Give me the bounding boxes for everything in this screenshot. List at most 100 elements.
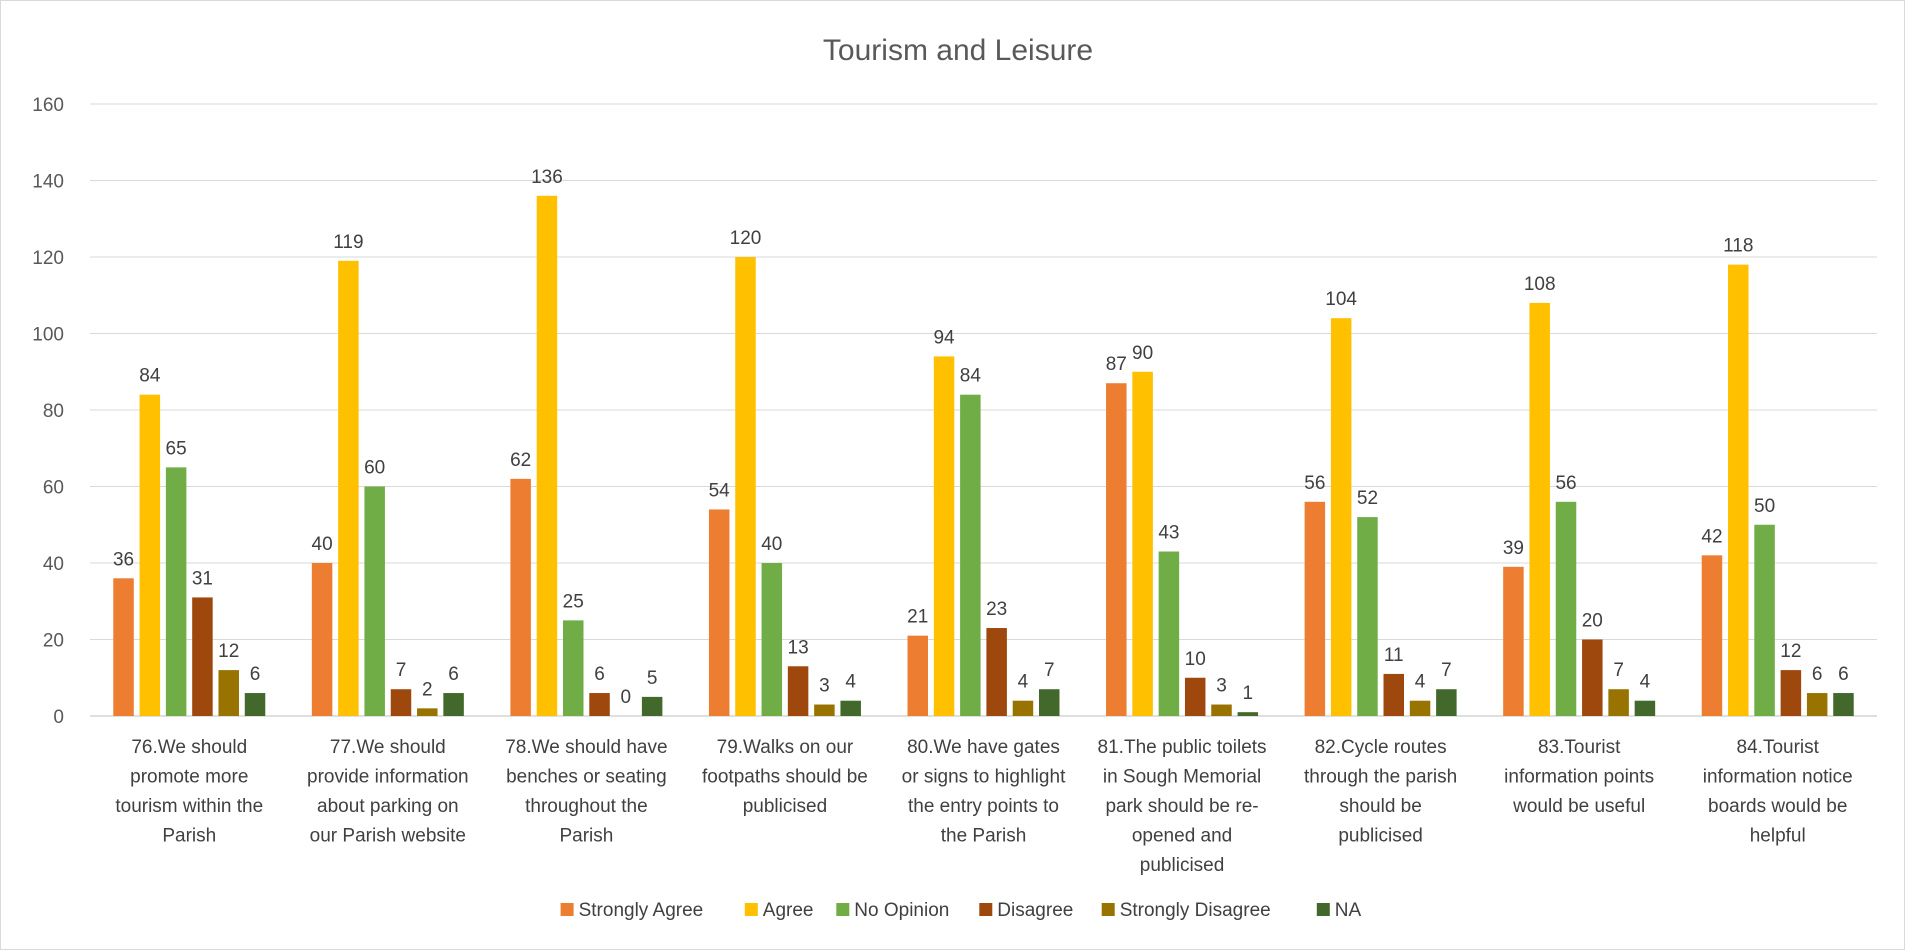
bar [1304, 501, 1326, 716]
data-label: 3 [819, 676, 830, 697]
data-label: 52 [1357, 488, 1378, 509]
legend-item: No Opinion [836, 900, 949, 921]
data-label: 108 [1524, 274, 1556, 295]
y-tick-label: 80 [43, 401, 64, 422]
bar [1780, 670, 1802, 716]
data-label: 7 [1044, 660, 1055, 681]
bar [244, 693, 266, 716]
bar [165, 467, 187, 716]
data-label: 4 [1415, 672, 1426, 693]
data-label: 120 [730, 228, 762, 249]
bar [113, 578, 134, 716]
y-tick-label: 0 [53, 707, 64, 728]
bar [192, 597, 213, 716]
bar [364, 486, 385, 716]
data-label: 50 [1754, 496, 1775, 517]
data-label: 56 [1555, 473, 1576, 494]
bar [1106, 383, 1127, 716]
bar [1184, 677, 1206, 716]
data-label: 119 [333, 232, 363, 253]
bar [907, 635, 928, 716]
data-label: 6 [594, 664, 605, 685]
bar [311, 563, 333, 716]
data-label: 40 [761, 534, 782, 555]
data-label: 104 [1325, 289, 1357, 310]
data-label: 43 [1158, 523, 1179, 544]
data-label: 54 [709, 480, 731, 501]
legend-label: Strongly Disagree [1120, 900, 1271, 921]
data-label: 118 [1723, 236, 1753, 257]
data-label: 39 [1503, 538, 1524, 559]
data-label: 65 [166, 438, 187, 459]
bar [1237, 712, 1259, 716]
category-label: 80.We have gates or signs to highlight the… [902, 737, 1066, 847]
legend-swatch [979, 903, 993, 916]
legend-label: Disagree [997, 900, 1073, 921]
legend-item: Disagree [979, 900, 1073, 921]
bar [1503, 566, 1524, 716]
data-label: 42 [1701, 526, 1722, 547]
bar [562, 620, 584, 716]
bar [1701, 555, 1723, 716]
bar [1608, 689, 1629, 716]
bar [1158, 551, 1180, 716]
data-label: 11 [1384, 645, 1404, 666]
y-axis: 0 20 40 60 80 100 120 140 160 [32, 95, 64, 728]
data-label: 3 [1216, 676, 1227, 697]
bar [1833, 693, 1854, 716]
data-label: 10 [1185, 649, 1206, 670]
x-axis: 76.We should promote more tourism within t… [115, 737, 1852, 876]
legend-swatch [836, 903, 850, 916]
data-label: 1 [1243, 683, 1254, 704]
y-tick-label: 120 [32, 248, 64, 269]
data-label: 2 [422, 679, 433, 700]
data-label: 6 [448, 664, 459, 685]
bar [787, 666, 809, 716]
y-tick-label: 60 [43, 478, 64, 499]
bar [1582, 639, 1603, 716]
legend-item: Strongly Disagree [1101, 900, 1271, 921]
data-label: 20 [1582, 611, 1603, 632]
bar [218, 670, 239, 716]
data-labels: 3684653112640119607266213625605541204013… [113, 167, 1849, 708]
data-label: 7 [1441, 660, 1452, 681]
data-label: 0 [621, 687, 632, 708]
category-label: 83.Tourist information points would be use… [1504, 737, 1654, 817]
data-label: 23 [986, 599, 1007, 620]
bar [1039, 689, 1060, 716]
data-label: 6 [250, 664, 261, 685]
bar [1211, 704, 1232, 716]
bar [390, 689, 412, 716]
y-tick-label: 100 [32, 325, 64, 346]
legend-swatch [560, 903, 574, 916]
legend-item: NA [1316, 900, 1362, 921]
data-label: 56 [1304, 473, 1325, 494]
legend-item: Agree [744, 900, 814, 921]
bar [1806, 693, 1828, 716]
data-label: 5 [647, 668, 658, 689]
data-label: 6 [1812, 664, 1823, 685]
legend-label: NA [1335, 900, 1362, 921]
bar [1634, 700, 1656, 716]
bar [761, 563, 783, 716]
bar [1728, 264, 1749, 716]
bar [641, 696, 663, 716]
category-label: 78.We should have benches or seating throu… [505, 737, 667, 847]
y-tick-label: 140 [32, 172, 64, 193]
bar [1012, 700, 1034, 716]
bar [986, 628, 1007, 716]
bar [708, 509, 730, 716]
legend-item: Strongly Agree [560, 900, 703, 921]
bar [840, 700, 861, 716]
bar [1555, 501, 1577, 716]
category-label: 84.Tourist information notice boards would… [1703, 737, 1853, 847]
bar [1529, 302, 1550, 716]
data-label: 7 [1613, 660, 1624, 681]
data-label: 136 [531, 167, 563, 188]
y-tick-label: 20 [43, 631, 64, 652]
bar [589, 693, 610, 716]
data-label: 12 [218, 641, 239, 662]
legend-swatch [744, 903, 758, 916]
bar [536, 195, 558, 717]
